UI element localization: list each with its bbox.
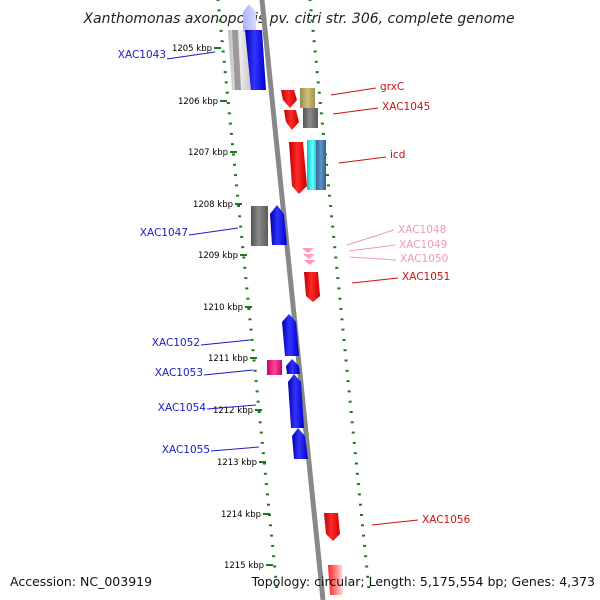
gene-block-xac1053: [267, 360, 282, 375]
callout-line: [203, 369, 254, 376]
gene-arrow-xac1054: [288, 374, 304, 428]
kbp-tick-label: 1209 kbp: [198, 251, 238, 261]
accession-text: Accession: NC_003919: [10, 574, 152, 589]
gene-chevron-xac1049: [303, 254, 315, 259]
gene-arrow-pale: [243, 4, 256, 32]
tick-marks-left: [216, 0, 279, 589]
gene-label-xac1053[interactable]: XAC1053: [155, 367, 203, 379]
kbp-tick-label: 1212 kbp: [213, 406, 253, 416]
callout-line: [188, 227, 239, 236]
kbp-tick-label: 1214 kbp: [221, 510, 261, 520]
gene-block-xac1045: [303, 108, 318, 128]
callout-line: [166, 51, 216, 60]
gene-arrow-xac1043: [245, 30, 266, 90]
gene-label-xac1050[interactable]: XAC1050: [400, 253, 448, 265]
kbp-tick-label: 1213 kbp: [217, 458, 257, 468]
gene-label-xac1048[interactable]: XAC1048: [398, 224, 446, 236]
gene-chevron-xac1050: [304, 260, 316, 265]
topology-summary: Topology: circular; Length: 5,175,554 bp…: [251, 574, 595, 589]
kbp-tick-label: 1210 kbp: [203, 303, 243, 313]
kbp-tick-label: 1205 kbp: [172, 44, 212, 54]
kbp-tick-label: 1207 kbp: [188, 148, 228, 158]
kbp-tick-label: 1215 kbp: [224, 561, 264, 571]
callout-line: [351, 277, 399, 284]
gene-arrow-red-a: [281, 90, 297, 108]
callout-line: [332, 107, 379, 115]
gene-label-xac1051[interactable]: XAC1051: [402, 271, 450, 283]
kbp-tick-label: 1206 kbp: [178, 97, 218, 107]
gene-arrow-xac1052: [282, 314, 299, 356]
tick-marks-right: [308, 0, 371, 589]
callout-line: [206, 404, 257, 410]
gene-block-bottom: [328, 565, 343, 595]
gene-arrow-xac1055: [292, 428, 308, 459]
gene-labels: XAC1043 grxC XAC1045 icd XAC1047 XAC1048 XAC10…: [118, 49, 471, 526]
callout-line: [348, 244, 396, 252]
genome-title: Xanthomonas axonopodis pv. citri str. 30…: [82, 11, 514, 27]
gene-arrow-icd: [289, 142, 307, 194]
callout-line: [346, 229, 395, 246]
gene-label-xac1045[interactable]: XAC1045: [382, 101, 430, 113]
gene-label-xac1052[interactable]: XAC1052: [152, 337, 200, 349]
gene-label-grxc[interactable]: grxC: [380, 81, 404, 93]
genome-axis: [259, 0, 326, 600]
gene-label-xac1055[interactable]: XAC1055: [162, 444, 210, 456]
gene-arrow-xac1056: [324, 513, 340, 541]
gene-callout-lines: [166, 51, 419, 526]
gene-label-xac1043[interactable]: XAC1043: [118, 49, 166, 61]
kbp-tick-label: 1211 kbp: [208, 354, 248, 364]
gene-features: [228, 4, 343, 595]
gene-block-xac1047: [251, 206, 268, 246]
gene-block-cyan: [307, 140, 318, 190]
gene-block-grxc: [300, 88, 315, 108]
callout-line: [338, 156, 387, 164]
gene-chevron-xac1048: [302, 248, 314, 253]
gene-label-icd[interactable]: icd: [390, 149, 405, 161]
gene-label-xac1056[interactable]: XAC1056: [422, 514, 471, 526]
gene-label-xac1049[interactable]: XAC1049: [399, 239, 447, 251]
gene-label-xac1054[interactable]: XAC1054: [158, 402, 207, 414]
gene-block-gray: [232, 30, 241, 90]
callout-line: [349, 256, 397, 261]
callout-line: [200, 339, 251, 346]
callout-line: [371, 519, 419, 526]
gene-block-steel: [316, 140, 326, 190]
gene-arrow-xac1051: [304, 272, 320, 302]
callout-line: [330, 87, 377, 96]
kbp-tick-labels: 1205 kbp 1206 kbp 1207 kbp 1208 kbp 1209 kbp…: [172, 44, 273, 571]
gene-arrow-blue-1053b: [286, 359, 300, 374]
gene-label-xac1047[interactable]: XAC1047: [140, 227, 188, 239]
callout-line: [210, 446, 260, 452]
kbp-tick-label: 1208 kbp: [193, 200, 233, 210]
gene-arrow-red-b: [284, 110, 299, 130]
gene-arrow-blue-1047b: [270, 205, 287, 245]
